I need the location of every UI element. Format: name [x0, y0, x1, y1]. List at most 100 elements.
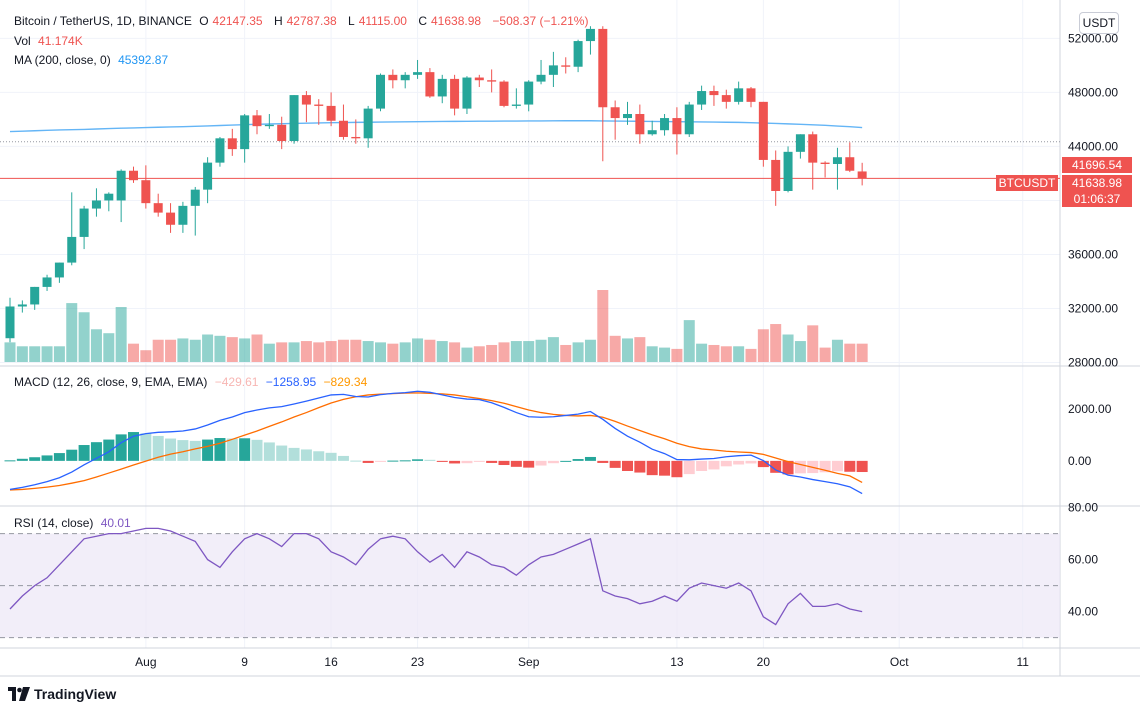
volume-bar	[696, 343, 708, 362]
volume-bar	[375, 342, 386, 362]
macd-histogram-bar	[78, 445, 90, 461]
volume-bar	[362, 341, 374, 362]
candle-body	[660, 118, 670, 131]
candle	[635, 104, 645, 144]
volume-bar	[251, 334, 263, 362]
volume-bar	[473, 346, 485, 362]
candle-body	[91, 200, 101, 209]
volume-bar	[66, 303, 78, 362]
candle	[17, 300, 27, 313]
candle	[721, 89, 731, 109]
volume-bar	[770, 324, 782, 362]
candle-body	[141, 180, 151, 204]
candle-body	[573, 41, 583, 67]
candle	[672, 107, 682, 155]
candle	[783, 146, 793, 193]
macd-histogram-bar	[263, 442, 275, 461]
macd-histogram-bar	[572, 459, 584, 461]
last-price-tag: 41638.98	[1062, 175, 1132, 191]
volume-bar	[424, 339, 436, 362]
macd-histogram-bar	[547, 460, 559, 464]
candle-body	[820, 162, 830, 164]
volume-bar	[794, 341, 806, 362]
volume-bar	[634, 337, 646, 362]
macd-histogram-bar	[276, 445, 288, 461]
candle-body	[623, 114, 632, 119]
candle-body	[54, 262, 64, 278]
candle	[585, 26, 595, 55]
candle-body	[388, 74, 398, 81]
time-axis-label: Aug	[135, 655, 156, 669]
volume-bar	[720, 346, 732, 362]
candle-body	[190, 189, 200, 206]
volume-series	[4, 290, 868, 362]
candle	[376, 73, 385, 112]
volume-bar	[16, 346, 28, 362]
volume-bar	[90, 329, 102, 362]
ohlc-close: C 41638.98	[418, 14, 482, 28]
candle-body	[610, 107, 620, 119]
candle	[598, 26, 608, 162]
volume-bar	[535, 339, 547, 362]
time-axis-label: Oct	[890, 655, 909, 669]
rsi-legend[interactable]: RSI (14, close) 40.01	[14, 516, 135, 530]
tradingview-logo-icon	[8, 687, 30, 701]
candle	[413, 59, 423, 79]
macd-value: −1258.95	[265, 375, 317, 389]
macd-histogram-bar	[337, 455, 349, 461]
macd-histogram-bar	[510, 460, 522, 467]
candle	[277, 116, 287, 150]
candle	[511, 88, 521, 109]
macd-histogram-bar	[128, 432, 139, 461]
volume-legend[interactable]: Vol 41.174K	[14, 34, 87, 48]
candle	[42, 274, 52, 291]
candle-body	[166, 212, 176, 225]
macd-histogram-bar	[202, 439, 214, 461]
candle	[338, 104, 348, 140]
candle-body	[499, 81, 509, 106]
candle-body	[450, 78, 460, 109]
price-change: −508.37 (−1.21%)	[492, 14, 589, 28]
volume-bar	[486, 344, 498, 362]
candle-body	[598, 28, 608, 108]
candle-body	[548, 65, 558, 75]
price-axis-label: 48000.00	[1068, 85, 1118, 99]
ma-legend[interactable]: MA (200, close, 0) 45392.87	[14, 53, 172, 67]
price-axis-label: 36000.00	[1068, 247, 1118, 261]
candle-body	[672, 118, 682, 135]
candle-body	[129, 170, 138, 181]
volume-bar	[399, 342, 411, 362]
macd-legend[interactable]: MACD (12, 26, close, 9, EMA, EMA) −429.6…	[14, 375, 371, 389]
candle-body	[511, 104, 521, 106]
candle-body	[215, 138, 225, 163]
rsi-label: RSI (14, close)	[14, 516, 94, 530]
candle	[301, 91, 311, 123]
candle-body	[42, 277, 52, 287]
macd-histogram-bar	[745, 460, 757, 464]
candle	[857, 162, 867, 186]
volume-bar	[313, 342, 325, 362]
macd-histogram-bar	[350, 460, 362, 462]
macd-histogram-bar	[214, 438, 226, 461]
candle	[116, 169, 126, 223]
candle-body	[326, 105, 336, 121]
candle-body	[240, 115, 250, 150]
time-axis-label: 20	[757, 655, 771, 669]
macd-axis-label: 0.00	[1068, 454, 1092, 468]
volume-bar	[387, 343, 399, 362]
symbol-title[interactable]: Bitcoin / TetherUS, 1D, BINANCE	[14, 14, 192, 28]
macd-histogram-bar	[387, 460, 399, 462]
currency-button[interactable]: USDT	[1079, 12, 1119, 34]
candle-body	[709, 91, 719, 96]
candle	[536, 59, 546, 85]
candle	[623, 101, 632, 125]
candle-body	[376, 74, 385, 109]
candle-body	[462, 77, 472, 109]
candle-body	[697, 91, 707, 105]
volume-bar	[659, 347, 671, 362]
candle-body	[684, 104, 694, 135]
ma-label: MA (200, close, 0)	[14, 53, 111, 67]
tradingview-logo[interactable]: TradingView	[8, 686, 116, 702]
macd-histogram-bar	[300, 449, 312, 461]
